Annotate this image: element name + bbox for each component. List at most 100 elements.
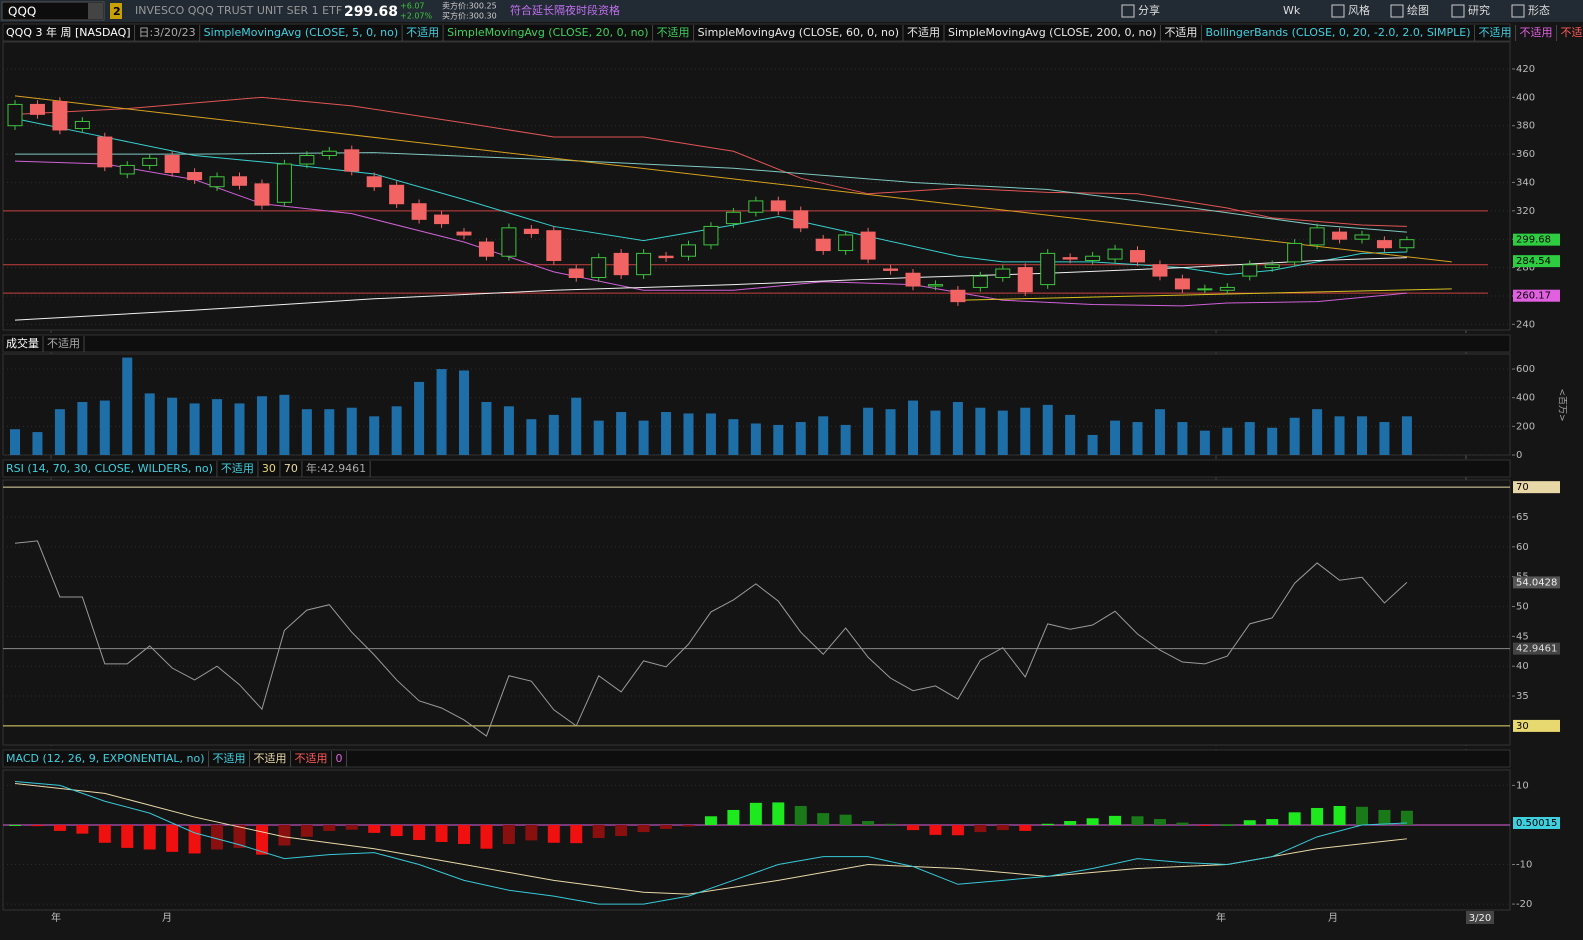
candle-body [29, 103, 45, 115]
description: INVESCO QQQ TRUST UNIT SER 1 ETF [135, 4, 342, 17]
macd-histogram [1019, 824, 1032, 831]
toolbar-icon[interactable] [1451, 4, 1465, 18]
volume-bar [324, 409, 335, 455]
volume-bar [10, 429, 20, 455]
macd-histogram [53, 824, 66, 831]
volume-unit: <百万> [1557, 388, 1568, 421]
volume-bar [503, 406, 514, 455]
y-tick-label: 10 [1516, 780, 1529, 791]
candle-body [1085, 255, 1101, 261]
macd-histogram [278, 824, 291, 846]
volume-bar [1357, 416, 1367, 455]
ask: 卖方价:300.25 [442, 1, 497, 11]
macd-histogram [188, 824, 201, 854]
y-tick-label: -20 [1516, 899, 1532, 910]
volume-bar [279, 394, 290, 455]
study-label: BollingerBands (CLOSE, 0, 20, -2.0, 2.0,… [1205, 26, 1470, 39]
toolbar-button[interactable]: 分享 [1138, 3, 1160, 17]
volume-bar [1289, 417, 1300, 455]
study-status: 不适用 [1164, 26, 1197, 39]
macd-histogram [615, 824, 628, 837]
candle-body [972, 275, 988, 288]
macd-histogram [1086, 818, 1099, 825]
candle-body [276, 163, 292, 203]
toolbar-button[interactable]: 研究 [1468, 3, 1490, 17]
volume-bar [54, 409, 65, 455]
macd-histogram [749, 802, 762, 825]
candle-body [838, 234, 854, 252]
volume-bar [1199, 430, 1210, 455]
candle-body [1309, 227, 1325, 246]
candle-body [703, 225, 719, 246]
volume-bar [728, 419, 739, 455]
value-tag [1513, 289, 1560, 302]
candle-body [7, 103, 23, 127]
toolbar-icon[interactable] [1511, 4, 1525, 18]
macd-histogram [211, 824, 224, 850]
volume-bar [1177, 422, 1188, 455]
link: 2 [113, 5, 121, 18]
macd-histogram [884, 823, 897, 825]
macd-histogram [592, 824, 605, 839]
macd-histogram [1266, 819, 1279, 825]
volume-bar [997, 410, 1008, 455]
candle-body [1264, 264, 1280, 269]
study-line [14, 95, 1452, 263]
volume-bar [526, 419, 537, 455]
volume-bar [346, 407, 357, 455]
macd-histogram [31, 824, 44, 827]
dropdown[interactable] [88, 3, 103, 19]
study-label: SimpleMovingAvg (CLOSE, 200, 0, no) [948, 26, 1156, 39]
candle-body [681, 244, 696, 257]
value-tag-label: 70 [1516, 482, 1529, 493]
toolbar-button[interactable]: 绘图 [1407, 3, 1429, 17]
y-tick-label: 240 [1516, 319, 1535, 330]
macd-histogram [570, 824, 583, 844]
value-tag-label: 260.17 [1516, 291, 1551, 302]
y-tick-label: 60 [1516, 542, 1529, 553]
symbol-box[interactable] [1, 1, 105, 21]
chart-title: QQQ 3 年 周 [NASDAQ] [6, 25, 131, 39]
candle-body [119, 164, 135, 175]
link-box[interactable] [110, 3, 122, 19]
macd-histogram [704, 816, 717, 825]
volume-bar [1312, 409, 1323, 455]
study-status: 70 [284, 462, 298, 475]
toolbar-icon[interactable] [1121, 4, 1135, 18]
macd-histogram [1356, 806, 1368, 825]
volume-bar [1334, 416, 1345, 455]
macd-histogram [637, 824, 650, 833]
candle-body [344, 149, 360, 172]
candle-body [905, 272, 921, 287]
candle-body [411, 203, 427, 220]
study-status: 不适用 [221, 462, 254, 475]
macd-histogram [951, 824, 964, 836]
macd-histogram [1198, 824, 1211, 826]
macd-histogram [1378, 809, 1391, 825]
volume-bar [571, 397, 582, 455]
toolbar-button[interactable]: 形态 [1528, 4, 1550, 17]
value-tag-label: 0.50015 [1516, 818, 1557, 829]
last-price: 299.68 [344, 4, 398, 20]
volume-bar [863, 407, 874, 455]
macd-histogram [996, 824, 1009, 831]
study-status: 不适用 [406, 26, 439, 39]
aggregation[interactable]: Wk [1283, 4, 1301, 17]
rsi-line [14, 540, 1408, 737]
volume-bar [548, 414, 559, 455]
toolbar-button[interactable]: 风格 [1348, 3, 1370, 17]
study-label: SimpleMovingAvg (CLOSE, 5, 0, no) [204, 26, 398, 39]
macd-histogram [660, 824, 673, 829]
volume-bar [1087, 434, 1098, 455]
candle-body [748, 200, 764, 213]
change: +6.07 [400, 2, 425, 11]
macd-histogram [345, 824, 358, 830]
toolbar-icon[interactable] [1331, 4, 1345, 18]
candle-body [883, 268, 899, 271]
candle-body [142, 157, 158, 166]
y-tick-label: 400 [1516, 92, 1535, 103]
toolbar-icon[interactable] [1390, 4, 1404, 18]
study-label: 不适用 [1561, 26, 1583, 39]
y-tick-label: 50 [1516, 602, 1529, 613]
macd-histogram [390, 824, 403, 837]
